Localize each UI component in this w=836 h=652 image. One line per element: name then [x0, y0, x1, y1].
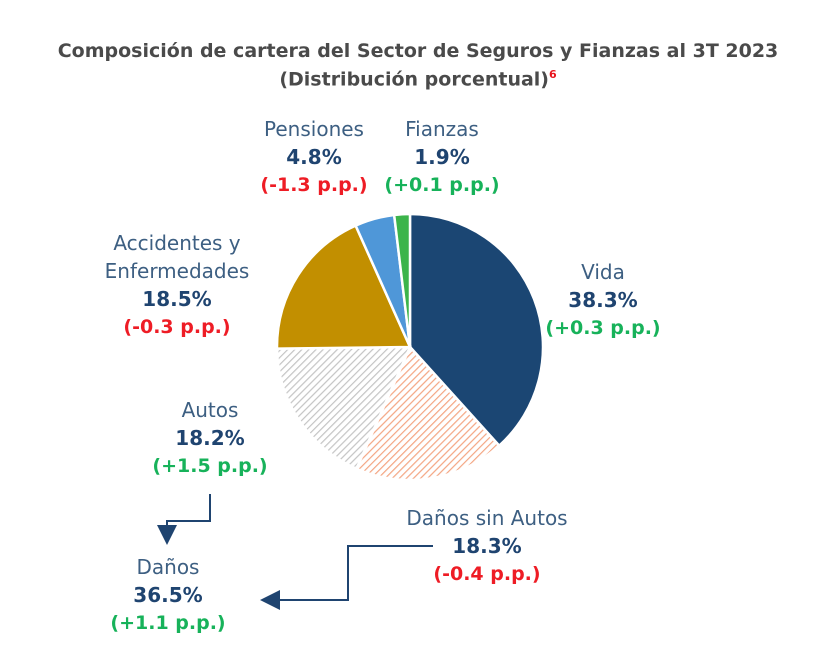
slice-name: Fianzas: [405, 117, 479, 141]
aggregate-change: (+1.1 p.p.): [110, 612, 226, 634]
subtitle-text: (Distribución porcentual): [279, 68, 549, 91]
slice-change: (-1.3 p.p.): [260, 174, 368, 196]
slice-name: Autos: [181, 398, 239, 422]
slice-value: 18.5%: [142, 287, 212, 311]
slice-name: Pensiones: [264, 117, 364, 141]
slice-name: Daños sin Autos: [406, 506, 568, 530]
title-text: Composición de cartera del Sector de Seg…: [57, 40, 779, 62]
pie-slice-vida: [408, 212, 545, 448]
label-autos: Autos 18.2% (+1.5 p.p.): [152, 396, 267, 480]
label-accidentes: Accidentes y Enfermedades 18.5% (-0.3 p.…: [105, 229, 250, 341]
slice-change: (+1.5 p.p.): [152, 455, 268, 477]
slice-value: 38.3%: [568, 288, 638, 312]
slice-change: (-0.3 p.p.): [123, 316, 231, 338]
chart-title: Composición de cartera del Sector de Seg…: [0, 40, 836, 62]
label-danos-sin-autos: Daños sin Autos 18.3% (-0.4 p.p.): [406, 504, 567, 588]
autos-to-danos-connector: [157, 494, 211, 545]
pie-slice-da-os-sin-autos: [354, 344, 501, 482]
slice-name: Accidentes y: [113, 231, 241, 255]
aggregate-value: 36.5%: [133, 583, 203, 607]
slice-change: (+0.1 p.p.): [384, 174, 500, 196]
slice-value: 18.3%: [452, 534, 522, 558]
slice-value: 4.8%: [286, 145, 342, 169]
slice-change: (-0.4 p.p.): [433, 563, 541, 585]
pie-slice-autos: [275, 345, 412, 471]
pie-slice-fianzas: [392, 212, 412, 348]
label-danos: Daños 36.5% (+1.1 p.p.): [110, 553, 225, 637]
slice-value: 18.2%: [175, 426, 245, 450]
pie-slice-accidentes-y-enfermedades: [275, 223, 412, 350]
slice-name: Vida: [581, 260, 625, 284]
label-vida: Vida 38.3% (+0.3 p.p.): [545, 258, 660, 342]
slice-name: Enfermedades: [104, 259, 250, 283]
label-pensiones: Pensiones 4.8% (-1.3 p.p.): [260, 115, 367, 199]
label-fianzas: Fianzas 1.9% (+0.1 p.p.): [384, 115, 499, 199]
slice-value: 1.9%: [414, 145, 470, 169]
slice-change: (+0.3 p.p.): [545, 317, 661, 339]
danos-sin-autos-to-danos-connector: [260, 545, 433, 610]
chart-subtitle: (Distribución porcentual)6: [0, 68, 836, 90]
aggregate-name: Daños: [136, 555, 200, 579]
footnote-marker: 6: [549, 68, 557, 81]
